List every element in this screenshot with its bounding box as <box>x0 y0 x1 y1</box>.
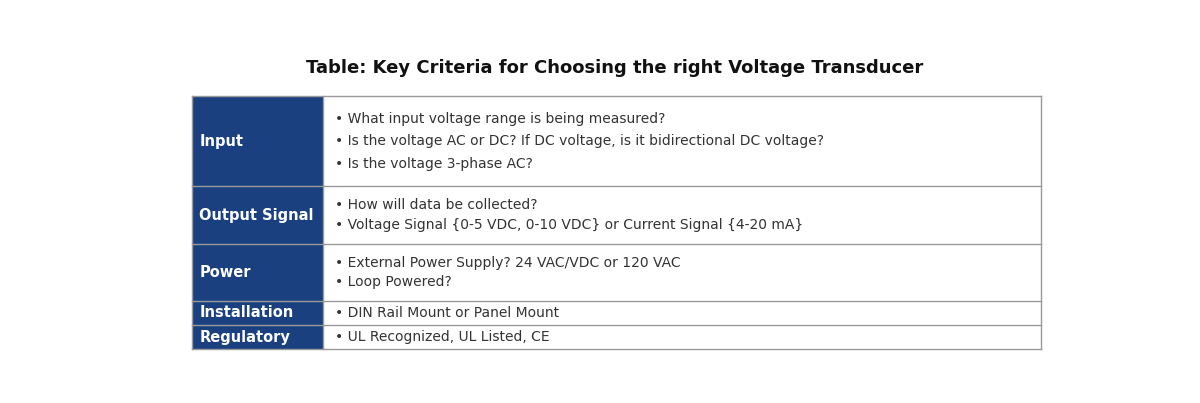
Text: • How will data be collected?: • How will data be collected? <box>335 199 538 212</box>
Text: • DIN Rail Mount or Panel Mount: • DIN Rail Mount or Panel Mount <box>335 306 559 320</box>
Text: • Is the voltage AC or DC? If DC voltage, is it bidirectional DC voltage?: • Is the voltage AC or DC? If DC voltage… <box>335 135 823 148</box>
Text: Regulatory: Regulatory <box>199 330 290 345</box>
Bar <box>324 301 1040 325</box>
Text: Input: Input <box>199 134 244 149</box>
Text: Output Signal: Output Signal <box>199 208 313 222</box>
Bar <box>324 325 1040 349</box>
Text: • Voltage Signal {0-5 VDC, 0-10 VDC} or Current Signal {4-20 mA}: • Voltage Signal {0-5 VDC, 0-10 VDC} or … <box>335 218 803 232</box>
Text: • UL Recognized, UL Listed, CE: • UL Recognized, UL Listed, CE <box>335 330 550 344</box>
Bar <box>192 325 324 349</box>
Text: Power: Power <box>199 265 251 280</box>
Text: • Is the voltage 3-phase AC?: • Is the voltage 3-phase AC? <box>335 157 533 171</box>
Text: • Loop Powered?: • Loop Powered? <box>335 275 451 289</box>
Text: • External Power Supply? 24 VAC/VDC or 120 VAC: • External Power Supply? 24 VAC/VDC or 1… <box>335 256 680 270</box>
Text: • What input voltage range is being measured?: • What input voltage range is being meas… <box>335 112 665 126</box>
Text: Installation: Installation <box>199 305 294 320</box>
Bar <box>192 301 324 325</box>
Text: Table: Key Criteria for Choosing the right Voltage Transducer: Table: Key Criteria for Choosing the rig… <box>306 59 924 77</box>
